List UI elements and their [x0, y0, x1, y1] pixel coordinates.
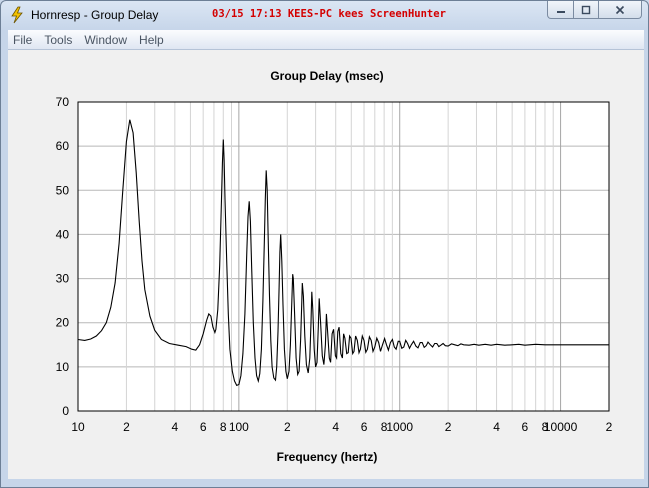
menu-window[interactable]: Window [84, 32, 128, 47]
y-tick-label: 0 [62, 404, 69, 418]
x-tick-label: 100 [229, 420, 249, 434]
x-tick-label: 6 [200, 420, 207, 434]
x-tick-label: 6 [522, 420, 529, 434]
x-tick-label: 8 [381, 420, 388, 434]
series-line-group-delay [77, 119, 609, 387]
y-tick-label: 20 [56, 316, 70, 330]
x-tick-label: 4 [493, 420, 500, 434]
x-tick-label: 1000 [386, 420, 413, 434]
x-tick-label: 4 [332, 420, 339, 434]
chart-title: Group Delay (msec) [270, 69, 383, 83]
menu-file[interactable]: File [13, 32, 33, 47]
y-tick-label: 50 [56, 183, 70, 197]
x-tick-label: 4 [172, 420, 179, 434]
x-tick-label: 2 [123, 420, 130, 434]
x-tick-label: 8 [542, 420, 549, 434]
plot-border [77, 101, 610, 412]
y-tick-label: 60 [56, 139, 70, 153]
x-tick-label: 10 [71, 420, 85, 434]
y-tick-label: 40 [56, 227, 70, 241]
x-tick-label: 6 [361, 420, 368, 434]
window-controls [547, 1, 642, 19]
menu-help[interactable]: Help [139, 32, 164, 47]
y-tick-label: 70 [56, 95, 70, 109]
x-axis-label: Frequency (hertz) [277, 450, 378, 464]
menu-bar: File Tools Window Help [8, 30, 644, 50]
grid-lines [77, 101, 610, 412]
x-tick-label: 10000 [544, 420, 578, 434]
y-tick-label: 10 [56, 360, 70, 374]
y-tick-labels: 0 10 20 30 40 50 60 70 [56, 95, 70, 418]
maximize-button[interactable] [574, 1, 599, 19]
title-bar[interactable]: Hornresp - Group Delay 03/15 17:13 KEES-… [1, 1, 648, 29]
menu-tools[interactable]: Tools [44, 32, 73, 47]
x-tick-label: 2 [606, 420, 613, 434]
close-button[interactable] [599, 1, 642, 19]
maximize-icon [581, 5, 591, 14]
chart-area: Group Delay (msec) 0 10 20 30 40 50 60 70 10 2 4 6… [8, 50, 644, 479]
plot-area [78, 102, 609, 411]
minimize-button[interactable] [547, 1, 574, 19]
x-tick-label: 8 [220, 420, 227, 434]
y-tick-label: 30 [56, 272, 70, 286]
window-title: Hornresp - Group Delay [31, 8, 159, 22]
screenhunter-watermark: 03/15 17:13 KEES-PC kees ScreenHunter [212, 8, 446, 20]
lightning-bolt-icon [11, 6, 23, 24]
close-icon [615, 5, 625, 14]
x-tick-label: 2 [445, 420, 452, 434]
minimize-icon [556, 10, 565, 13]
x-tick-label: 2 [284, 420, 291, 434]
